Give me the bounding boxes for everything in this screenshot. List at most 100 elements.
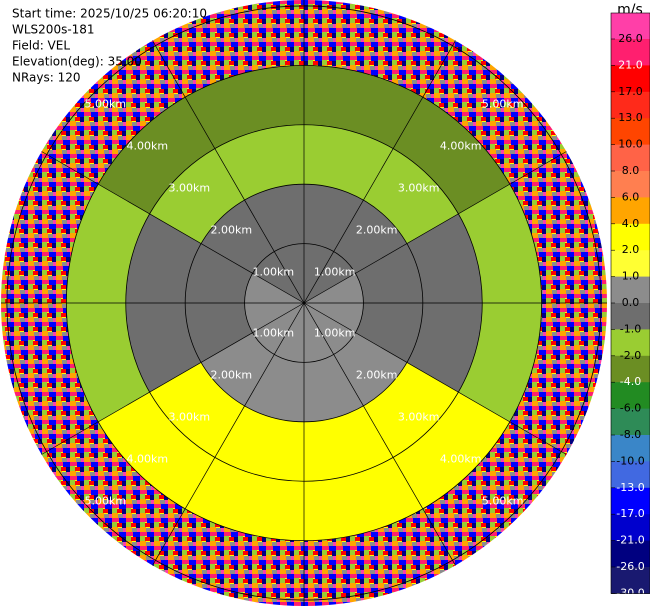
colorbar-label: 4.0 [622,217,640,230]
colorbar-label: -6.0 [620,402,641,415]
radial-line [152,302,305,566]
colorbar-label: 0.0 [622,296,640,309]
range-ring-label: 1.00km [253,265,295,278]
colorbar-band [611,65,650,93]
colorbar-label: 17.0 [618,85,643,98]
colorbar-label: -30.0 [616,586,644,599]
colorbar-band [611,461,650,489]
field-cell [304,243,356,303]
colorbar-band [611,197,650,225]
header: Start time: 2025/10/25 06:20:10 WLS200s-1… [12,7,207,85]
colorbar-label: 1.0 [622,270,640,283]
colorbar-label: -17.0 [616,507,644,520]
range-ring-label: 4.00km [127,139,169,152]
radial-line [303,40,456,304]
range-ring-label: 2.00km [356,369,398,382]
field-cell [201,184,304,274]
field-cell [304,124,459,244]
range-ring-label: 3.00km [169,411,211,424]
header-line: Elevation(deg): 35.00 [12,55,142,69]
colorbar-label: 6.0 [622,190,640,203]
colorbar-band [611,144,650,172]
colorbar-band [611,250,650,278]
range-ring [65,64,543,542]
range-ring-label: 4.00km [440,139,482,152]
range-ring-label: 3.00km [398,181,440,194]
colorbar-band [611,567,650,594]
colorbar-band [611,540,650,568]
colorbar-band [611,39,650,66]
colorbar-frame [610,12,650,594]
no-data-cell [41,0,305,185]
field-cell [304,184,407,274]
colorbar-band [611,223,650,251]
polar-grid: 1.00km 1.00km 1.00km 1.00km 2.00km 2.00km 2.00… [1,0,607,606]
colorbar: m/s 26.021.017.013.010.08.06.04.02.01.00… [610,2,650,599]
header-line: WLS200s-181 [12,23,95,37]
radial-line [152,40,305,304]
colorbar-label: 2.0 [622,243,640,256]
range-ring-label: 5.00km [482,495,524,508]
colorbar-label: -21.0 [616,534,644,547]
colorbar-band [611,303,650,330]
range-ring-label: 1.00km [314,327,356,340]
range-ring-label: 2.00km [211,369,253,382]
no-data-cell [41,421,567,606]
header-line: NRays: 120 [12,71,81,85]
colorbar-band [611,514,650,542]
range-ring-label: 3.00km [398,411,440,424]
colorbar-band [611,329,650,357]
colorbar-label: -4.0 [620,375,641,388]
radial-line [41,302,305,455]
field-cell [252,243,304,303]
colorbar-band [611,118,650,146]
colorbar-band [611,408,650,436]
range-ring-label: 5.00km [85,495,127,508]
colorbar-band [611,382,650,410]
colorbar-label: 26.0 [618,32,643,45]
range-ring-label: 4.00km [127,453,169,466]
range-ring [125,124,483,482]
range-ring [6,5,602,601]
colorbar-band [611,435,650,462]
colorbar-band [611,91,650,119]
range-ring-label: 2.00km [356,223,398,236]
header-line: Start time: 2025/10/25 06:20:10 [12,7,207,21]
colorbar-label: 10.0 [618,138,643,151]
range-ring-label: 4.00km [440,453,482,466]
colorbar-band [611,355,650,383]
radial-line [303,302,456,566]
colorbar-label: -1.0 [620,322,641,335]
colorbar-band [611,487,650,515]
colorbar-label: 21.0 [618,58,643,71]
colorbar-label: -2.0 [620,349,641,362]
header-line: Field: VEL [12,39,70,53]
range-ring-label: 3.00km [169,181,211,194]
colorbar-label: -13.0 [616,481,644,494]
radial-line [41,151,305,304]
range-ring-label: 5.00km [482,97,524,110]
range-ring-label: 2.00km [211,223,253,236]
radial-line [303,302,567,455]
range-ring [184,183,424,423]
no-data-cell [304,0,567,185]
field-cell [304,65,510,214]
range-ring-label: 1.00km [314,265,356,278]
field-cell [98,392,510,541]
colorbar-label: -10.0 [616,454,644,467]
range-ring-label: 1.00km [253,327,295,340]
field-cell [149,124,304,244]
range-ring [244,243,364,363]
velocity-field [0,0,607,606]
range-ring-label: 5.00km [85,97,127,110]
radial-line [303,151,567,304]
colorbar-label: 13.0 [618,111,643,124]
colorbar-label: 8.0 [622,164,640,177]
colorbar-band [611,171,650,198]
colorbar-band [611,276,650,304]
colorbar-label: -8.0 [620,428,641,441]
field-cell [98,65,304,214]
colorbar-label: -26.0 [616,560,644,573]
colorbar-band [611,13,650,40]
